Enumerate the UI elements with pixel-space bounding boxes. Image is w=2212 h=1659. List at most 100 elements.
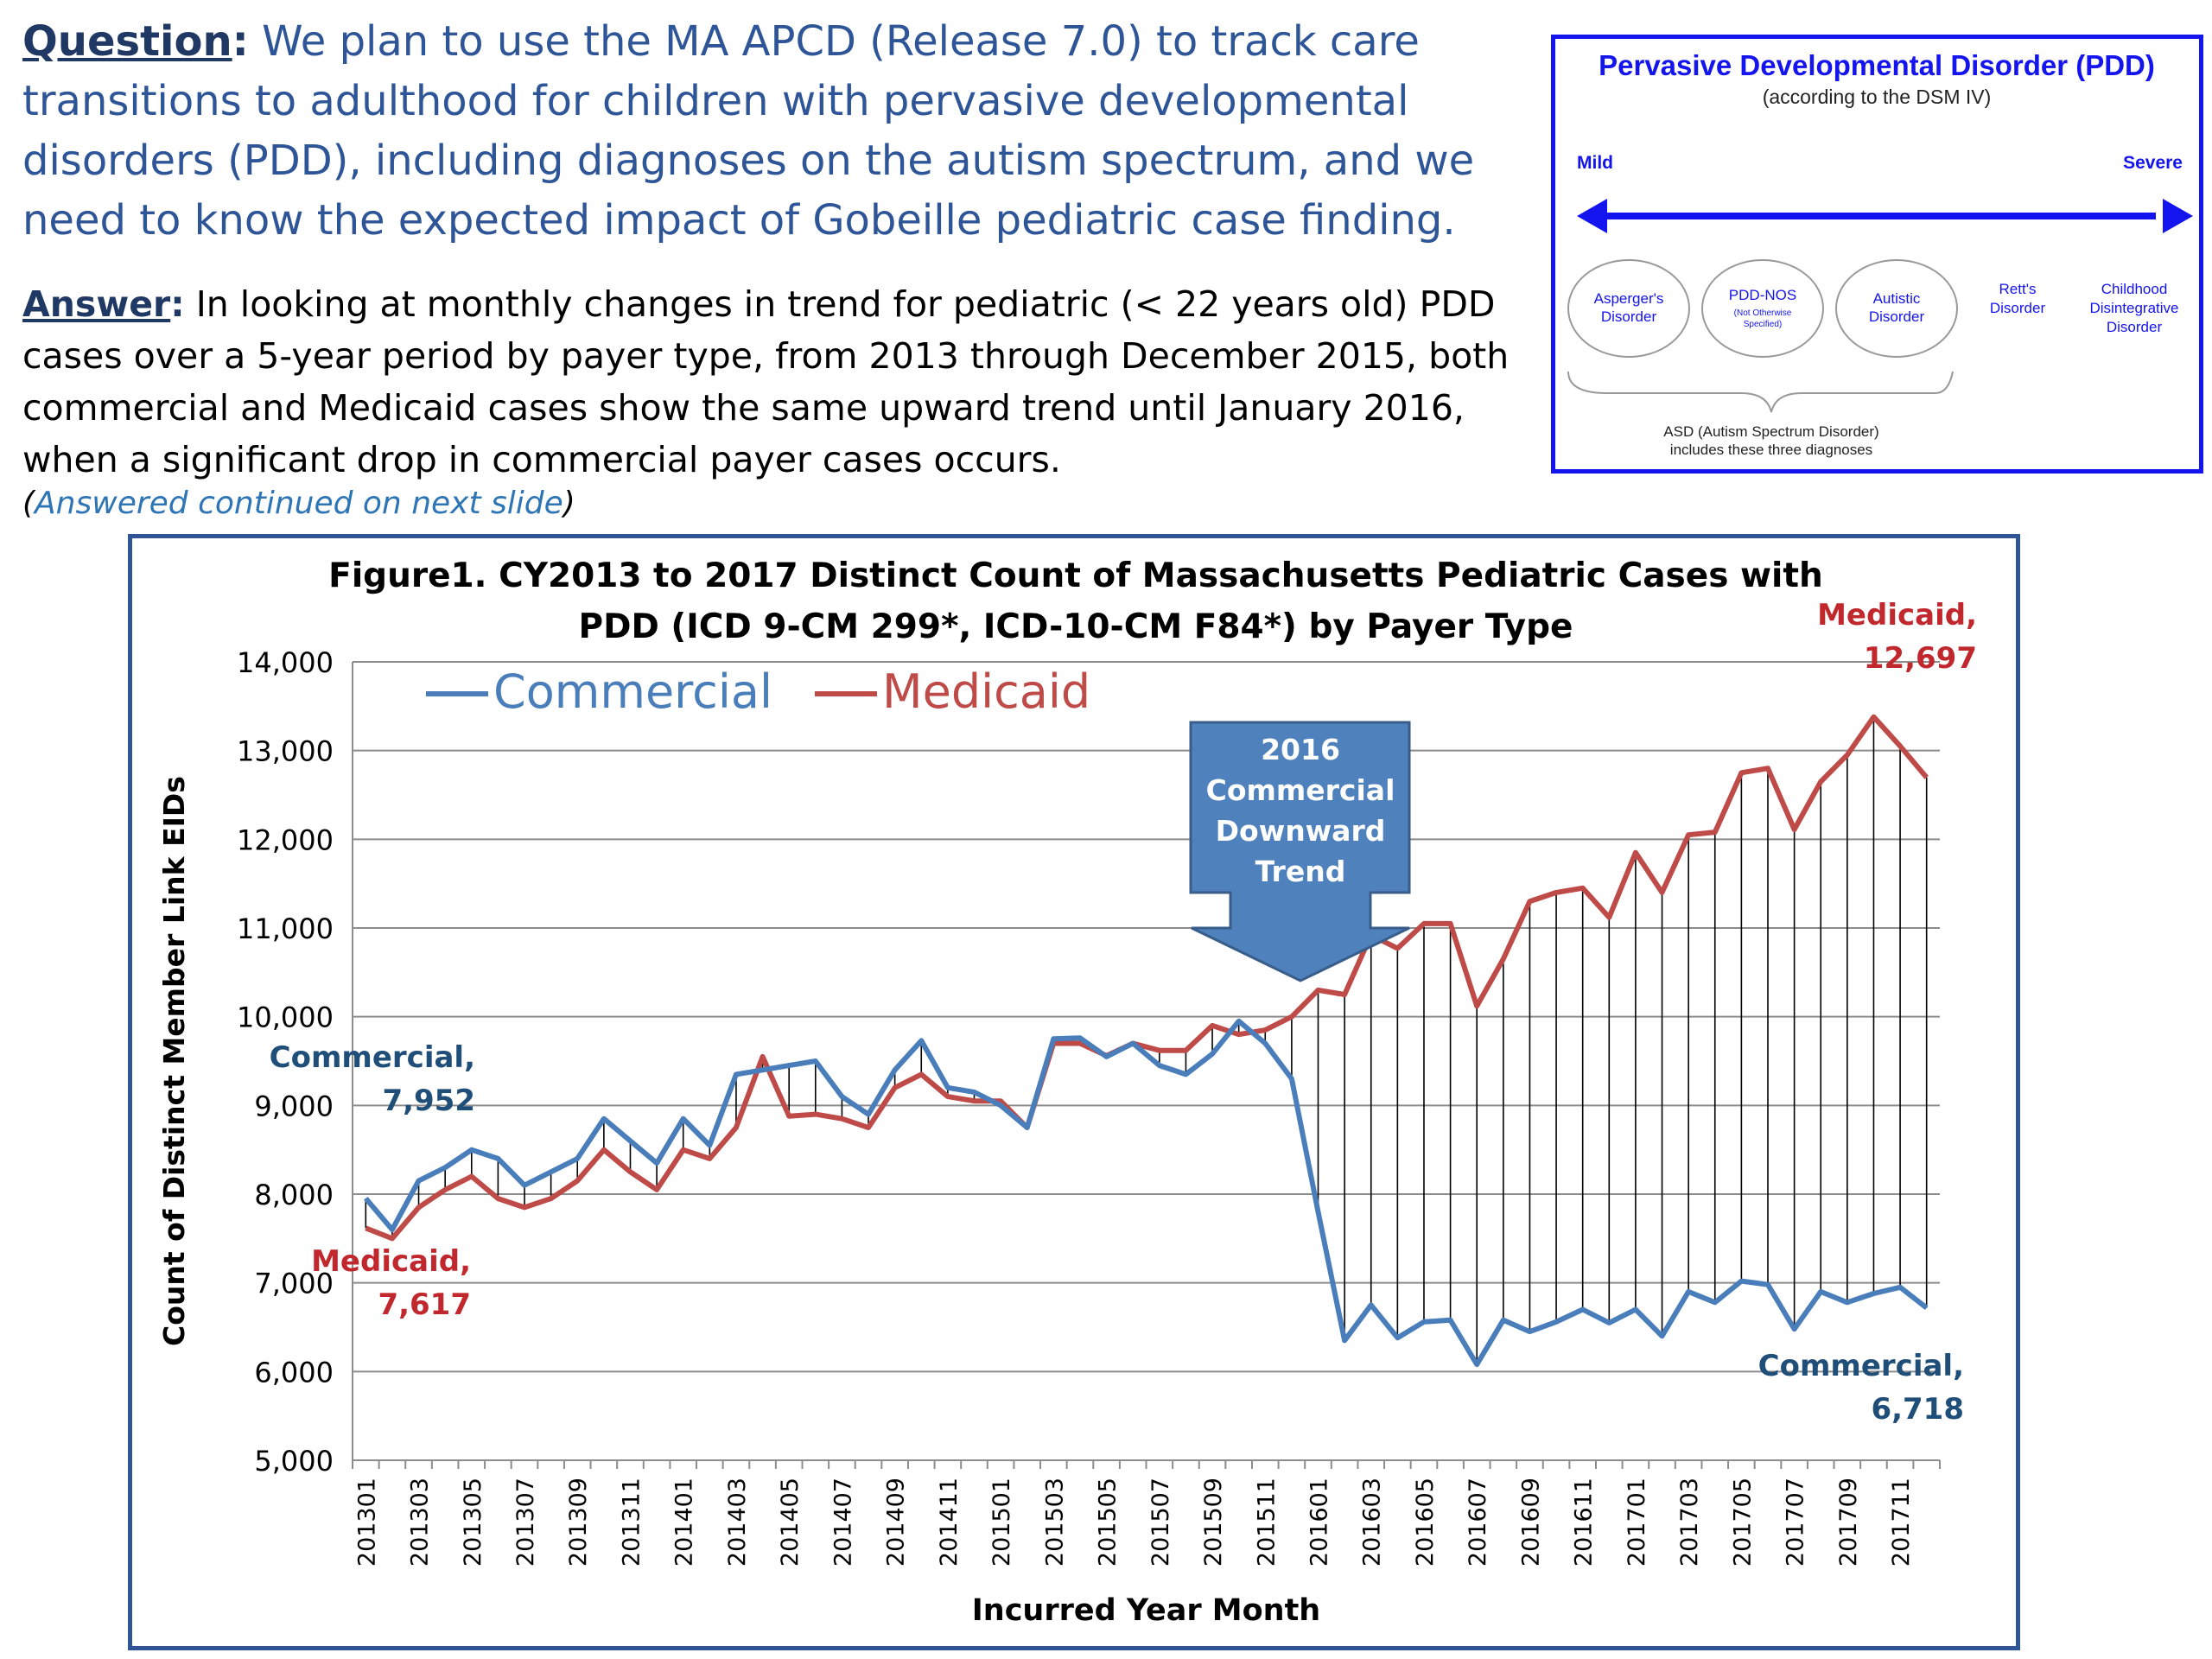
series-lines (364, 714, 1929, 1368)
x-tick-label: 201501 (988, 1478, 1015, 1567)
x-tick-label: 201405 (777, 1478, 804, 1567)
x-tick-label: 201505 (1095, 1478, 1122, 1567)
x-tick-label: 201607 (1465, 1478, 1491, 1567)
pdd-diagram: Pervasive Developmental Disorder (PDD) (… (1551, 35, 2203, 474)
x-tick-label: 201703 (1676, 1478, 1703, 1567)
x-tick-label: 201309 (565, 1478, 592, 1567)
x-tick-label: 201307 (512, 1478, 539, 1567)
x-tick-label: 201701 (1624, 1478, 1650, 1567)
x-tick-label: 201705 (1729, 1478, 1756, 1567)
answer-colon: : (170, 283, 185, 325)
series-line-commercial (364, 1018, 1929, 1368)
x-tick-label: 201507 (1147, 1478, 1174, 1567)
autistic-line2: Disorder (1869, 308, 1925, 325)
y-tick-label: 11,000 (237, 912, 334, 945)
gridlines (352, 661, 1940, 1461)
asd-line2: includes these three diagnoses (1670, 442, 1872, 458)
commercial-end-label-line2: 6,718 (1871, 1392, 1964, 1427)
aspergers-bubble: Asperger's Disorder (1567, 259, 1690, 358)
x-tick-label: 201311 (618, 1478, 645, 1567)
x-tick-label: 201411 (936, 1478, 963, 1567)
cdd-line2: Disintegrative (2090, 300, 2179, 316)
y-tick-label: 7,000 (254, 1268, 334, 1300)
x-axis-label: Incurred Year Month (972, 1593, 1320, 1628)
callout-shape (1189, 721, 1411, 982)
annotations: Commercial, 7,952 Medicaid, 7,617 Medicaid, 1… (270, 598, 1977, 1427)
drop-lines (365, 716, 1928, 1365)
commercial-start-label: Commercial, 7,952 (270, 1040, 475, 1118)
x-tick-label: 201511 (1253, 1478, 1280, 1567)
line-chart: Figure1. CY2013 to 2017 Distinct Count o… (157, 556, 1977, 1628)
pdd-title: Pervasive Developmental Disorder (PDD) (1599, 49, 2155, 81)
continued-note: (Answered continued on next slide) (22, 486, 575, 521)
pdd-nos-bubble: PDD-NOS (Not Otherwise Specified) (1701, 259, 1824, 358)
y-tick-label: 5,000 (254, 1445, 334, 1478)
y-axis-label: Count of Distinct Member Link EIDs (157, 776, 191, 1346)
x-tick-label: 201601 (1306, 1478, 1333, 1567)
asd-brace (1567, 371, 1954, 413)
medicaid-end-label: Medicaid, 12,697 (1817, 598, 1977, 676)
answer-block: Answer: In looking at monthly changes in… (22, 278, 1543, 486)
y-tick-label: 10,000 (237, 1001, 334, 1034)
x-tick-label: 201403 (724, 1478, 751, 1567)
legend-label-commercial: Commercial (493, 664, 772, 719)
series-line-medicaid (365, 714, 1929, 1242)
x-tick-label: 201401 (671, 1478, 698, 1567)
x-tick-label: 201409 (883, 1478, 910, 1567)
legend: Commercial Medicaid (426, 664, 1090, 719)
question-text: We plan to use the MA APCD (Release 7.0)… (22, 17, 1475, 245)
severe-label: Severe (2123, 153, 2183, 173)
y-axis-ticks: 5,000 6,000 7,000 8,000 9,000 10,000 11,000 12,… (237, 646, 334, 1478)
medicaid-start-label: Medicaid, 7,617 (311, 1244, 471, 1322)
retts-line1: Rett's (1999, 281, 2037, 297)
legend-label-medicaid: Medicaid (882, 664, 1090, 719)
x-tick-label: 201305 (460, 1478, 486, 1567)
aspergers-line2: Disorder (1601, 308, 1657, 325)
question-label: Question (22, 17, 232, 66)
commercial-end-label-line1: Commercial, (1758, 1349, 1964, 1383)
chart-frame: Figure1. CY2013 to 2017 Distinct Count o… (128, 534, 2020, 1650)
y-tick-label: 8,000 (254, 1179, 334, 1211)
autistic-line1: Autistic (1873, 290, 1921, 307)
chart-title-line1: Figure1. CY2013 to 2017 Distinct Count o… (328, 556, 1823, 595)
x-tick-label: 201509 (1200, 1478, 1227, 1567)
callout-text-line: 2016 (1261, 733, 1340, 766)
x-tick-label: 201407 (830, 1478, 856, 1567)
chart-title-line2: PDD (ICD 9-CM 299*, ICD-10-CM F84*) by P… (579, 607, 1573, 646)
cdd-label: Childhood Disintegrative Disorder (2090, 281, 2179, 335)
asd-line1: ASD (Autism Spectrum Disorder) (1663, 423, 1878, 440)
y-tick-label: 13,000 (237, 735, 334, 768)
pdd-nos-line2: (Not Otherwise (1734, 308, 1792, 318)
medicaid-end-label-line2: 12,697 (1864, 641, 1977, 676)
y-tick-label: 6,000 (254, 1356, 334, 1389)
medicaid-end-label-line1: Medicaid, (1817, 598, 1977, 632)
pdd-subtitle: (according to the DSM IV) (1763, 86, 1992, 108)
x-tick-label: 201605 (1412, 1478, 1439, 1567)
x-tick-label: 201603 (1359, 1478, 1386, 1567)
cdd-line3: Disorder (2107, 319, 2163, 335)
x-tick-label: 201609 (1517, 1478, 1544, 1567)
callout-text-line: Trend (1255, 855, 1346, 888)
question-colon: : (232, 17, 249, 66)
pdd-diagram-svg: Pervasive Developmental Disorder (PDD) (… (1567, 49, 2193, 458)
severity-arrow (1577, 199, 2193, 233)
answer-text: In looking at monthly changes in trend f… (22, 283, 1510, 480)
x-tick-label: 201301 (353, 1478, 380, 1567)
medicaid-start-label-line1: Medicaid, (311, 1244, 471, 1279)
medicaid-start-label-line2: 7,617 (378, 1287, 471, 1322)
commercial-start-label-line2: 7,952 (382, 1084, 475, 1118)
x-tick-label: 201711 (1888, 1478, 1915, 1567)
retts-line2: Disorder (1990, 300, 2046, 316)
autistic-bubble: Autistic Disorder (1835, 259, 1958, 358)
callout-arrow: 2016 Commercial Downward Trend (1189, 721, 1411, 982)
x-tick-label: 201611 (1571, 1478, 1598, 1567)
x-axis-ticks: 201301 201303 201305 201307 201309 201311 2014… (352, 1459, 1941, 1567)
x-tick-label: 201707 (1783, 1478, 1809, 1567)
pdd-nos-line3: Specified) (1744, 320, 1782, 329)
aspergers-line1: Asperger's (1594, 290, 1664, 307)
x-tick-label: 201303 (407, 1478, 434, 1567)
callout-text-line: Downward (1216, 814, 1386, 848)
y-tick-label: 9,000 (254, 1090, 334, 1122)
x-tick-label: 201709 (1835, 1478, 1862, 1567)
commercial-start-label-line1: Commercial, (270, 1040, 475, 1075)
